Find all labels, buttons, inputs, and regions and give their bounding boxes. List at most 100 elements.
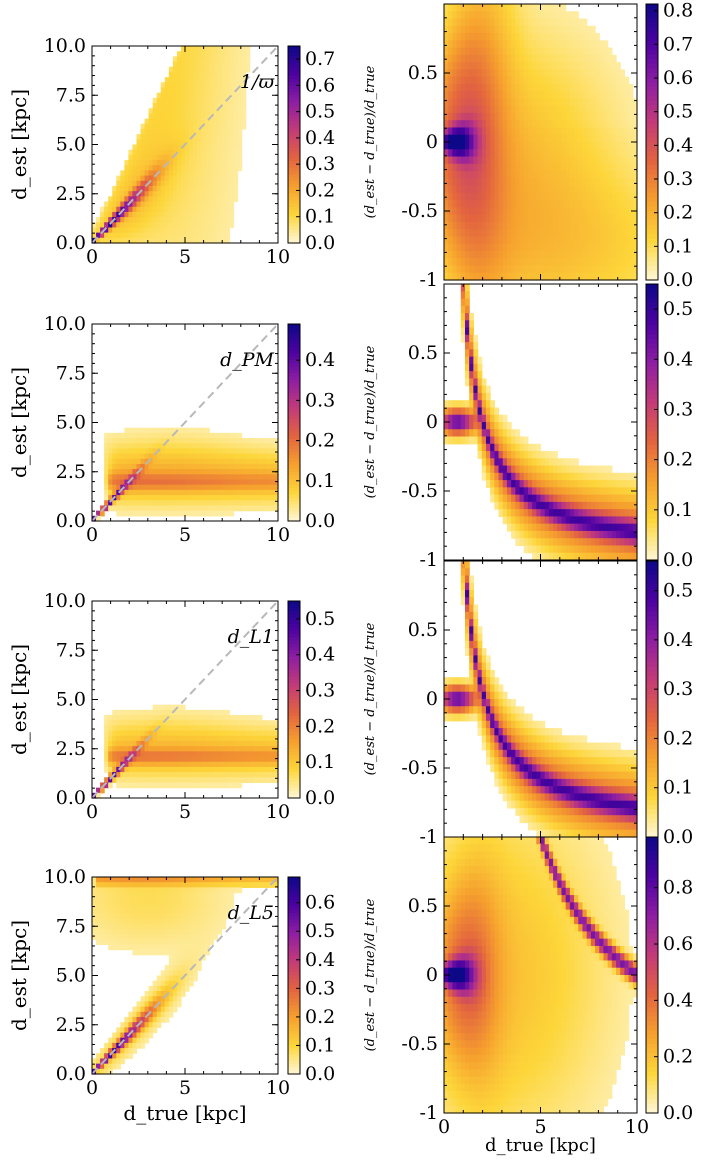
heat-cell xyxy=(473,113,478,121)
heat-cell xyxy=(608,127,613,135)
heat-cell xyxy=(181,93,186,99)
heat-cell xyxy=(145,124,150,130)
colorbar-segment xyxy=(646,358,658,363)
heat-cell xyxy=(541,84,546,92)
heat-cell xyxy=(217,160,222,166)
heat-cell xyxy=(270,443,275,449)
colorbar-segment xyxy=(646,335,658,340)
heat-cell xyxy=(469,378,474,386)
heat-cell xyxy=(448,400,453,408)
heat-cell xyxy=(225,746,230,752)
heat-cell xyxy=(136,160,141,166)
heat-cell xyxy=(520,538,525,546)
heat-cell xyxy=(570,516,575,524)
heat-cell xyxy=(557,55,562,63)
heat-cell xyxy=(217,139,222,145)
heat-cell xyxy=(149,202,154,208)
heat-cell xyxy=(132,181,137,187)
heat-cell xyxy=(578,113,583,121)
heat-cell xyxy=(173,181,178,187)
heat-cell xyxy=(507,215,512,223)
heat-cell xyxy=(120,464,125,470)
heat-cell xyxy=(185,46,190,52)
heat-cell xyxy=(201,196,206,202)
heat-cell xyxy=(452,215,457,223)
heat-cell xyxy=(490,186,495,194)
heat-cell xyxy=(165,77,170,83)
heat-cell xyxy=(511,149,516,157)
heat-cell xyxy=(177,710,182,716)
heat-cell xyxy=(515,11,520,19)
heat-cell xyxy=(234,433,239,439)
heat-cell xyxy=(478,157,483,165)
heat-cell xyxy=(229,87,234,93)
heat-cell xyxy=(478,215,483,223)
heat-cell xyxy=(591,164,596,172)
heat-cell xyxy=(553,487,558,495)
heat-cell xyxy=(582,106,587,114)
heat-cell xyxy=(553,98,558,106)
heat-cell xyxy=(486,386,491,394)
heat-cell xyxy=(173,82,178,88)
heat-cell xyxy=(132,186,137,192)
heat-cell xyxy=(553,193,558,201)
colorbar-segment xyxy=(646,41,658,46)
heat-cell xyxy=(149,710,154,716)
heat-cell xyxy=(549,251,554,259)
heat-cell xyxy=(599,244,604,252)
heat-cell xyxy=(169,741,174,747)
colorbar-segment xyxy=(646,496,658,501)
heat-cell xyxy=(169,448,174,454)
heat-cell xyxy=(185,160,190,166)
heat-cell xyxy=(591,251,596,259)
heat-cell xyxy=(185,736,190,742)
heat-cell xyxy=(553,40,558,48)
right-y-axis-label: (d_est − d_true)/d_true xyxy=(363,345,378,498)
heat-cell xyxy=(124,433,129,439)
heat-cell xyxy=(591,40,596,48)
heat-cell xyxy=(205,715,210,721)
heat-cell xyxy=(120,469,125,475)
heat-cell xyxy=(181,103,186,109)
heat-cell xyxy=(197,751,202,757)
heat-cell xyxy=(490,400,495,408)
heat-cell xyxy=(169,505,174,511)
heat-cell xyxy=(181,720,186,726)
heat-cell xyxy=(201,129,206,135)
heat-cell xyxy=(511,19,516,27)
heat-cell xyxy=(482,466,487,474)
heat-cell xyxy=(197,474,202,480)
heat-cell xyxy=(197,480,202,486)
heat-cell xyxy=(185,485,190,491)
heat-cell xyxy=(177,62,182,68)
heat-cell xyxy=(545,207,550,215)
heat-cell xyxy=(254,495,259,501)
heat-cell xyxy=(201,160,206,166)
heat-cell xyxy=(486,458,491,466)
heat-cell xyxy=(620,77,625,85)
heat-cell xyxy=(258,469,263,475)
heat-cell xyxy=(120,227,125,233)
heat-cell xyxy=(270,474,275,480)
heat-cell xyxy=(124,500,129,506)
heat-cell xyxy=(553,258,558,266)
heat-cell xyxy=(141,720,146,726)
heat-cell xyxy=(193,710,198,716)
heat-cell xyxy=(499,415,504,423)
heat-cell xyxy=(511,193,516,201)
heat-cell xyxy=(161,725,166,731)
y-tick-label: 0.5 xyxy=(408,62,438,84)
heat-cell xyxy=(536,258,541,266)
heat-cell xyxy=(213,485,218,491)
heat-cell xyxy=(465,69,470,77)
heat-cell xyxy=(145,119,150,125)
heat-cell xyxy=(258,480,263,486)
heat-cell xyxy=(624,91,629,99)
heat-cell xyxy=(482,135,487,143)
heat-cell xyxy=(524,524,529,532)
heat-cell xyxy=(124,160,129,166)
heat-cell xyxy=(205,736,210,742)
heat-cell xyxy=(599,62,604,70)
heat-cell xyxy=(507,98,512,106)
heat-cell xyxy=(112,715,117,721)
